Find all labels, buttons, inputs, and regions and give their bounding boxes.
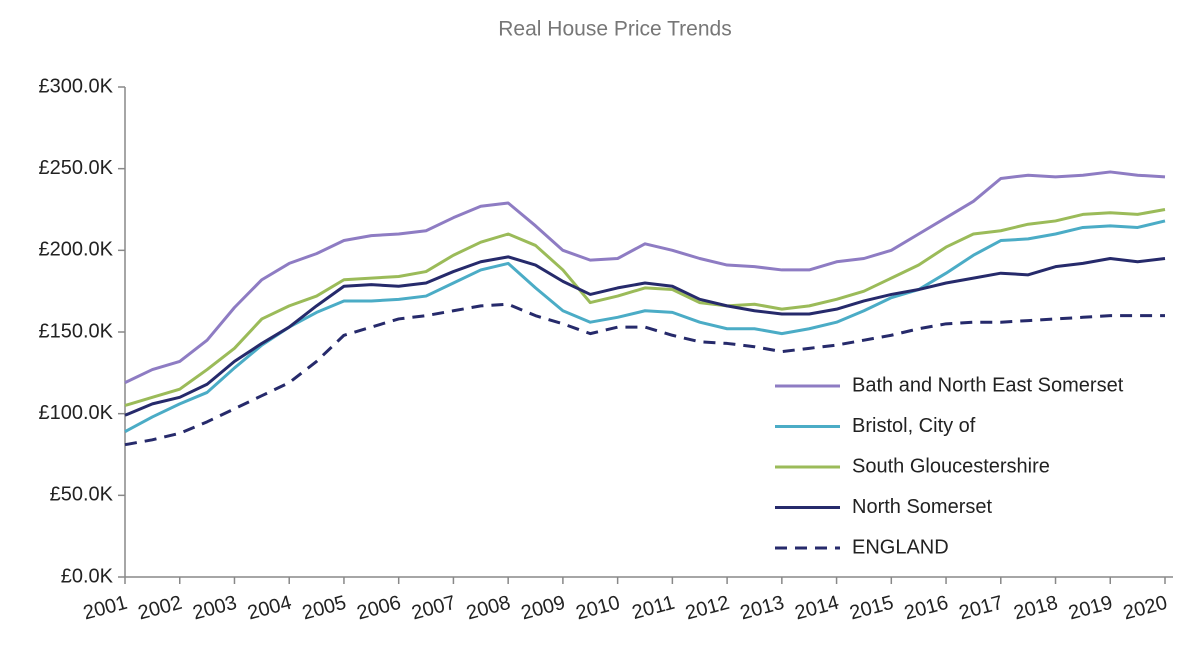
x-tick-label: 2010: [574, 592, 623, 625]
x-tick-label: 2019: [1066, 592, 1115, 625]
x-tick-label: 2004: [245, 592, 294, 625]
legend-label: Bristol, City of: [852, 415, 976, 437]
y-tick-label: £100.0K: [38, 402, 113, 424]
x-tick-label: 2001: [81, 592, 130, 625]
x-tick-label: 2017: [957, 592, 1006, 625]
legend-label: North Somerset: [852, 496, 992, 518]
y-tick-label: £300.0K: [38, 75, 113, 97]
legend-label: South Gloucestershire: [852, 455, 1050, 477]
chart-title: Real House Price Trends: [498, 18, 731, 41]
x-tick-label: 2014: [793, 592, 842, 625]
y-tick-label: £250.0K: [38, 157, 113, 179]
x-tick-label: 2012: [683, 592, 732, 625]
series-line: [124, 219, 1166, 433]
x-tick-label: 2016: [902, 592, 951, 625]
series-line: [124, 255, 1166, 417]
y-tick-label: £50.0K: [50, 484, 114, 506]
x-tick-label: 2005: [300, 592, 349, 625]
x-tick-label: 2003: [190, 592, 239, 625]
x-tick-label: 2015: [847, 592, 896, 625]
x-tick-label: 2008: [464, 592, 513, 625]
y-tick-label: £200.0K: [38, 239, 113, 261]
series-line: [124, 170, 1166, 384]
x-tick-label: 2002: [136, 592, 185, 625]
series-line: [124, 302, 1165, 447]
x-tick-label: 2020: [1121, 592, 1170, 625]
x-tick-label: 2009: [519, 592, 568, 625]
legend-label: ENGLAND: [852, 536, 949, 558]
legend-label: Bath and North East Somerset: [852, 374, 1124, 396]
x-tick-label: 2006: [355, 592, 404, 625]
x-tick-label: 2007: [409, 592, 458, 625]
x-tick-label: 2011: [630, 592, 677, 624]
series-line: [124, 208, 1166, 407]
y-tick-label: £150.0K: [38, 320, 113, 342]
x-tick-label: 2013: [738, 592, 787, 625]
x-tick-label: 2018: [1012, 592, 1061, 625]
y-tick-label: £0.0K: [61, 565, 114, 587]
